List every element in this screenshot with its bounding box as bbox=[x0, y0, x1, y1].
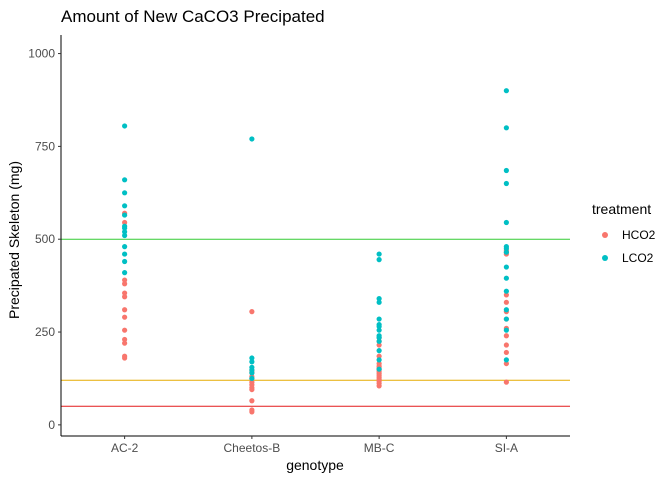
y-tick-label: 500 bbox=[35, 232, 55, 246]
legend-label-lco2: LCO2 bbox=[622, 251, 654, 265]
legend-key-lco2 bbox=[602, 255, 608, 261]
data-point-lco2 bbox=[376, 327, 382, 333]
data-point-lco2 bbox=[122, 123, 128, 129]
data-point-hco2 bbox=[122, 219, 128, 226]
data-point-lco2 bbox=[503, 125, 509, 131]
x-tick-label: MB-C bbox=[364, 441, 395, 455]
chart-title: Amount of New CaCO3 Precipated bbox=[61, 7, 325, 26]
data-point-lco2 bbox=[503, 307, 509, 313]
x-tick-label: SI-A bbox=[495, 441, 518, 455]
data-point-hco2 bbox=[376, 353, 382, 359]
data-point-lco2 bbox=[376, 316, 382, 322]
data-point-hco2 bbox=[503, 379, 509, 385]
data-point-lco2 bbox=[503, 357, 509, 363]
data-point-hco2 bbox=[503, 342, 509, 348]
data-point-hco2 bbox=[249, 379, 255, 385]
data-point-lco2 bbox=[503, 180, 509, 187]
data-point-hco2 bbox=[122, 290, 128, 296]
y-axis-title: Precipated Skeleton (mg) bbox=[6, 161, 22, 319]
data-point-lco2 bbox=[122, 177, 128, 183]
data-point-hco2 bbox=[122, 336, 128, 343]
data-point-lco2 bbox=[376, 251, 382, 257]
x-axis-title: genotype bbox=[286, 457, 344, 473]
x-tick-label: AC-2 bbox=[111, 441, 139, 455]
data-point-lco2 bbox=[503, 167, 509, 174]
data-point-hco2 bbox=[503, 333, 509, 339]
legend-label-hco2: HCO2 bbox=[622, 228, 656, 242]
data-point-hco2 bbox=[122, 281, 128, 287]
y-tick-label: 0 bbox=[48, 418, 55, 432]
data-point-lco2 bbox=[376, 333, 382, 339]
data-point-lco2 bbox=[122, 229, 128, 235]
data-point-hco2 bbox=[122, 327, 128, 333]
legend-key-hco2 bbox=[602, 232, 608, 238]
data-point-hco2 bbox=[122, 277, 128, 283]
data-point-lco2 bbox=[122, 212, 128, 218]
data-point-lco2 bbox=[122, 270, 128, 276]
data-point-lco2 bbox=[376, 257, 382, 263]
data-point-lco2 bbox=[376, 348, 382, 354]
data-point-lco2 bbox=[503, 249, 509, 255]
data-point-lco2 bbox=[376, 299, 382, 305]
data-point-hco2 bbox=[249, 309, 255, 315]
data-point-hco2 bbox=[122, 294, 128, 300]
data-point-hco2 bbox=[122, 353, 128, 359]
data-point-lco2 bbox=[122, 251, 128, 257]
data-point-hco2 bbox=[122, 307, 128, 313]
data-point-lco2 bbox=[376, 357, 382, 363]
data-point-lco2 bbox=[376, 366, 382, 372]
data-point-lco2 bbox=[503, 327, 509, 333]
data-point-lco2 bbox=[249, 375, 255, 382]
data-point-hco2 bbox=[376, 342, 382, 348]
data-point-lco2 bbox=[503, 88, 509, 94]
data-point-hco2 bbox=[503, 292, 509, 298]
x-axis-ticks: AC-2 Cheetos-B MB-C SI-A bbox=[111, 436, 518, 455]
reference-lines bbox=[61, 238, 570, 407]
data-point-lco2 bbox=[376, 322, 382, 328]
y-tick-label: 750 bbox=[35, 139, 55, 153]
data-point-hco2 bbox=[376, 360, 382, 367]
data-point-lco2 bbox=[249, 355, 255, 361]
data-point-hco2 bbox=[503, 360, 509, 367]
data-point-lco2 bbox=[249, 136, 255, 142]
data-point-lco2 bbox=[122, 203, 128, 209]
data-points bbox=[122, 88, 509, 415]
data-point-lco2 bbox=[122, 258, 128, 265]
y-axis-ticks: 0 250 500 750 1000 bbox=[28, 47, 61, 432]
x-tick-label: Cheetos-B bbox=[224, 441, 281, 455]
data-point-hco2 bbox=[503, 299, 509, 305]
data-point-lco2 bbox=[503, 288, 509, 294]
data-point-lco2 bbox=[503, 264, 509, 270]
data-point-hco2 bbox=[122, 314, 128, 320]
data-point-hco2 bbox=[122, 340, 128, 346]
data-point-lco2 bbox=[503, 219, 509, 226]
data-point-lco2 bbox=[503, 316, 509, 322]
data-point-lco2 bbox=[122, 190, 128, 196]
data-point-lco2 bbox=[122, 244, 128, 250]
data-point-lco2 bbox=[376, 296, 382, 302]
data-point-lco2 bbox=[122, 223, 128, 229]
legend: treatment HCO2 LCO2 bbox=[592, 201, 656, 265]
legend-title: treatment bbox=[592, 201, 651, 217]
y-tick-label: 1000 bbox=[28, 47, 55, 61]
data-point-hco2 bbox=[503, 349, 509, 356]
data-point-lco2 bbox=[249, 364, 255, 370]
data-point-hco2 bbox=[249, 398, 255, 404]
data-point-hco2 bbox=[249, 407, 255, 413]
data-point-lco2 bbox=[503, 275, 509, 281]
data-point-lco2 bbox=[249, 359, 255, 365]
data-point-lco2 bbox=[503, 244, 509, 250]
data-point-lco2 bbox=[122, 232, 128, 239]
y-tick-label: 250 bbox=[35, 325, 55, 339]
data-point-lco2 bbox=[376, 338, 382, 344]
